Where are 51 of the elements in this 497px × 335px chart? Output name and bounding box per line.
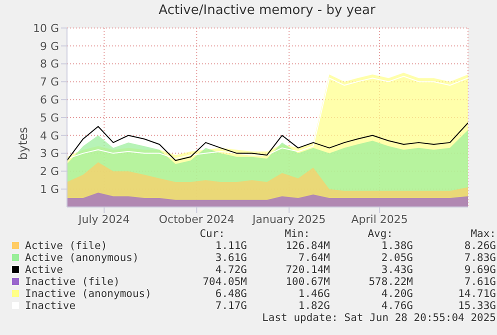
chart-title: Active/Inactive memory - by year [158,3,376,18]
y-tick-label: 10 G [32,22,59,35]
text: 1.11G [214,240,247,252]
x-tick-label: July 2024 [78,212,130,226]
text: 8.26G [463,240,496,252]
text: 100.67M [284,276,330,288]
y-tick-label: 9 G [40,40,59,53]
y-tick-label: 2 G [40,165,59,178]
x-tick-label: January 2025 [252,212,326,226]
text: 704.05M [202,276,247,288]
text: 9.69G [463,264,496,276]
text: 3.61G [214,252,247,264]
text: Min: [284,228,311,240]
text: 720.14M [284,264,330,276]
text: 1.82G [297,300,330,312]
x-tick-label: April 2025 [351,212,408,226]
text: 7.83G [463,252,496,264]
text: 7.64M [297,252,330,264]
legend-label: Active (file) [24,240,108,252]
text: Max: [470,228,496,240]
text: 578.22M [368,276,413,288]
legend-label: Inactive (anonymous) [24,288,152,300]
y-tick-label: 1 G [40,183,59,196]
text: 4.76G [380,300,413,312]
text: 2.05G [380,252,413,264]
text: Avg: [366,228,394,240]
x-tick-label: October 2024 [158,212,234,226]
y-tick-label: 3 G [40,147,59,160]
legend-label: Active (anonymous) [24,252,140,264]
y-tick-label: 6 G [40,94,59,107]
legend-label: Active [24,264,64,276]
text: Last update: Sat Jun 28 20:55:04 2025 [261,312,496,324]
text: 1.38G [380,240,413,252]
text: 7.17G [214,300,247,312]
legend-label: Inactive (file) [24,276,121,288]
text: 126.84M [284,240,330,252]
text: Cur: [198,228,226,240]
text: 15.33G [457,300,496,312]
y-tick-label: 4 G [40,129,59,142]
text: 6.48G [214,288,247,300]
text: 7.61G [463,276,496,288]
text: 4.20G [380,288,413,300]
y-tick-label: 7 G [40,76,59,89]
y-axis-title: bytes [16,126,30,160]
legend-label: Inactive [24,300,77,312]
text: 4.72G [214,264,247,276]
text: 14.71G [457,288,496,300]
text: 3.43G [380,264,413,276]
y-tick-label: 8 G [40,58,59,71]
text: 1.46G [297,288,330,300]
y-tick-label: 5 G [40,111,59,124]
